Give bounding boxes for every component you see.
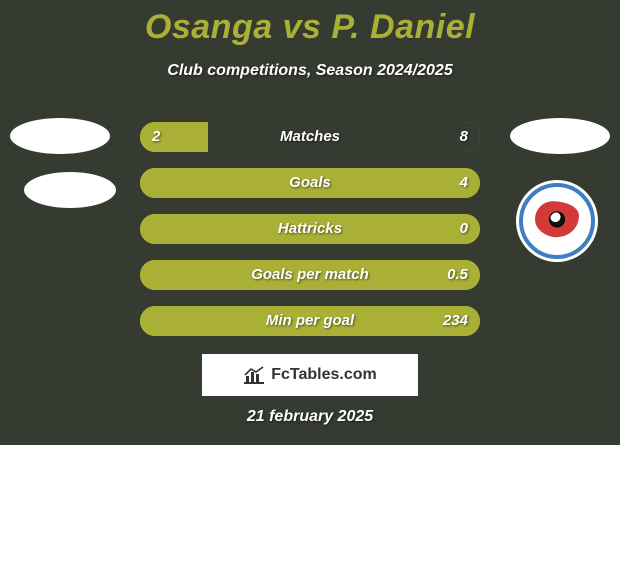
stat-label: Goals (140, 168, 480, 198)
stat-label: Min per goal (140, 306, 480, 336)
stat-row-matches: Matches2 8 (140, 122, 480, 152)
stat-row-hattricks: Hattricks0 (140, 214, 480, 244)
player-right-avatar (510, 118, 610, 154)
stat-value-right: 4 (460, 168, 468, 198)
stat-row-goals-per-match: Goals per match0.5 (140, 260, 480, 290)
stat-row-goals: Goals4 (140, 168, 480, 198)
club-badge-ball-icon (549, 211, 565, 227)
stat-value-right: 8 (460, 122, 468, 152)
stat-value-right: 234 (443, 306, 468, 336)
player-left-avatar-1 (10, 118, 110, 154)
stat-value-right: 0 (460, 214, 468, 244)
player-left-avatar-2 (24, 172, 116, 208)
stat-label: Goals per match (140, 260, 480, 290)
club-badge (516, 180, 598, 262)
page-title: Osanga vs P. Daniel (0, 8, 620, 47)
chart-icon (243, 366, 265, 384)
attribution-box[interactable]: FcTables.com (202, 354, 418, 396)
stat-label: Matches (140, 122, 480, 152)
attribution-text: FcTables.com (271, 366, 377, 384)
stat-value-left: 2 (152, 122, 160, 152)
stat-label: Hattricks (140, 214, 480, 244)
comparison-bars: Matches2 8 Goals4 Hattricks0 Goals per match… (140, 122, 480, 352)
stat-value-right: 0.5 (447, 260, 468, 290)
stat-row-min-per-goal: Min per goal234 (140, 306, 480, 336)
lower-white-area (0, 445, 620, 580)
page-subtitle: Club competitions, Season 2024/2025 (0, 62, 620, 80)
snapshot-date: 21 february 2025 (0, 408, 620, 426)
comparison-card: Osanga vs P. Daniel Club competitions, S… (0, 0, 620, 580)
